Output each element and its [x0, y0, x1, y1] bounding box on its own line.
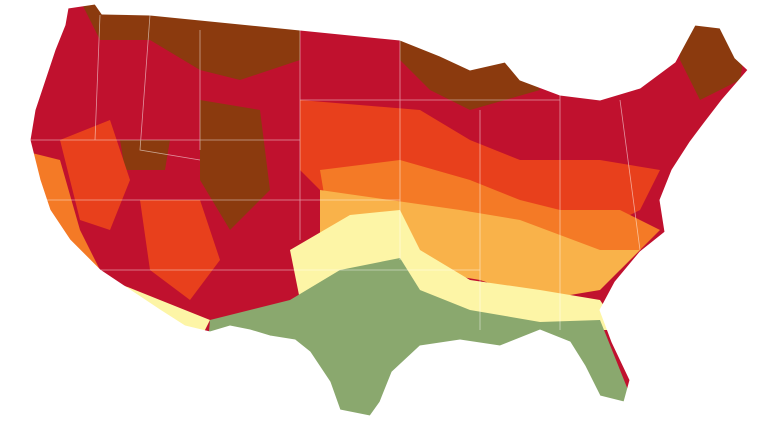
- state-borders: [30, 14, 641, 330]
- region-near-peak: [60, 120, 130, 230]
- region-minimal: [30, 190, 210, 340]
- region-past-peak: [120, 140, 170, 170]
- region-past-peak: [200, 100, 270, 230]
- region-near-peak: [140, 200, 220, 300]
- country-outline: [29, 3, 749, 417]
